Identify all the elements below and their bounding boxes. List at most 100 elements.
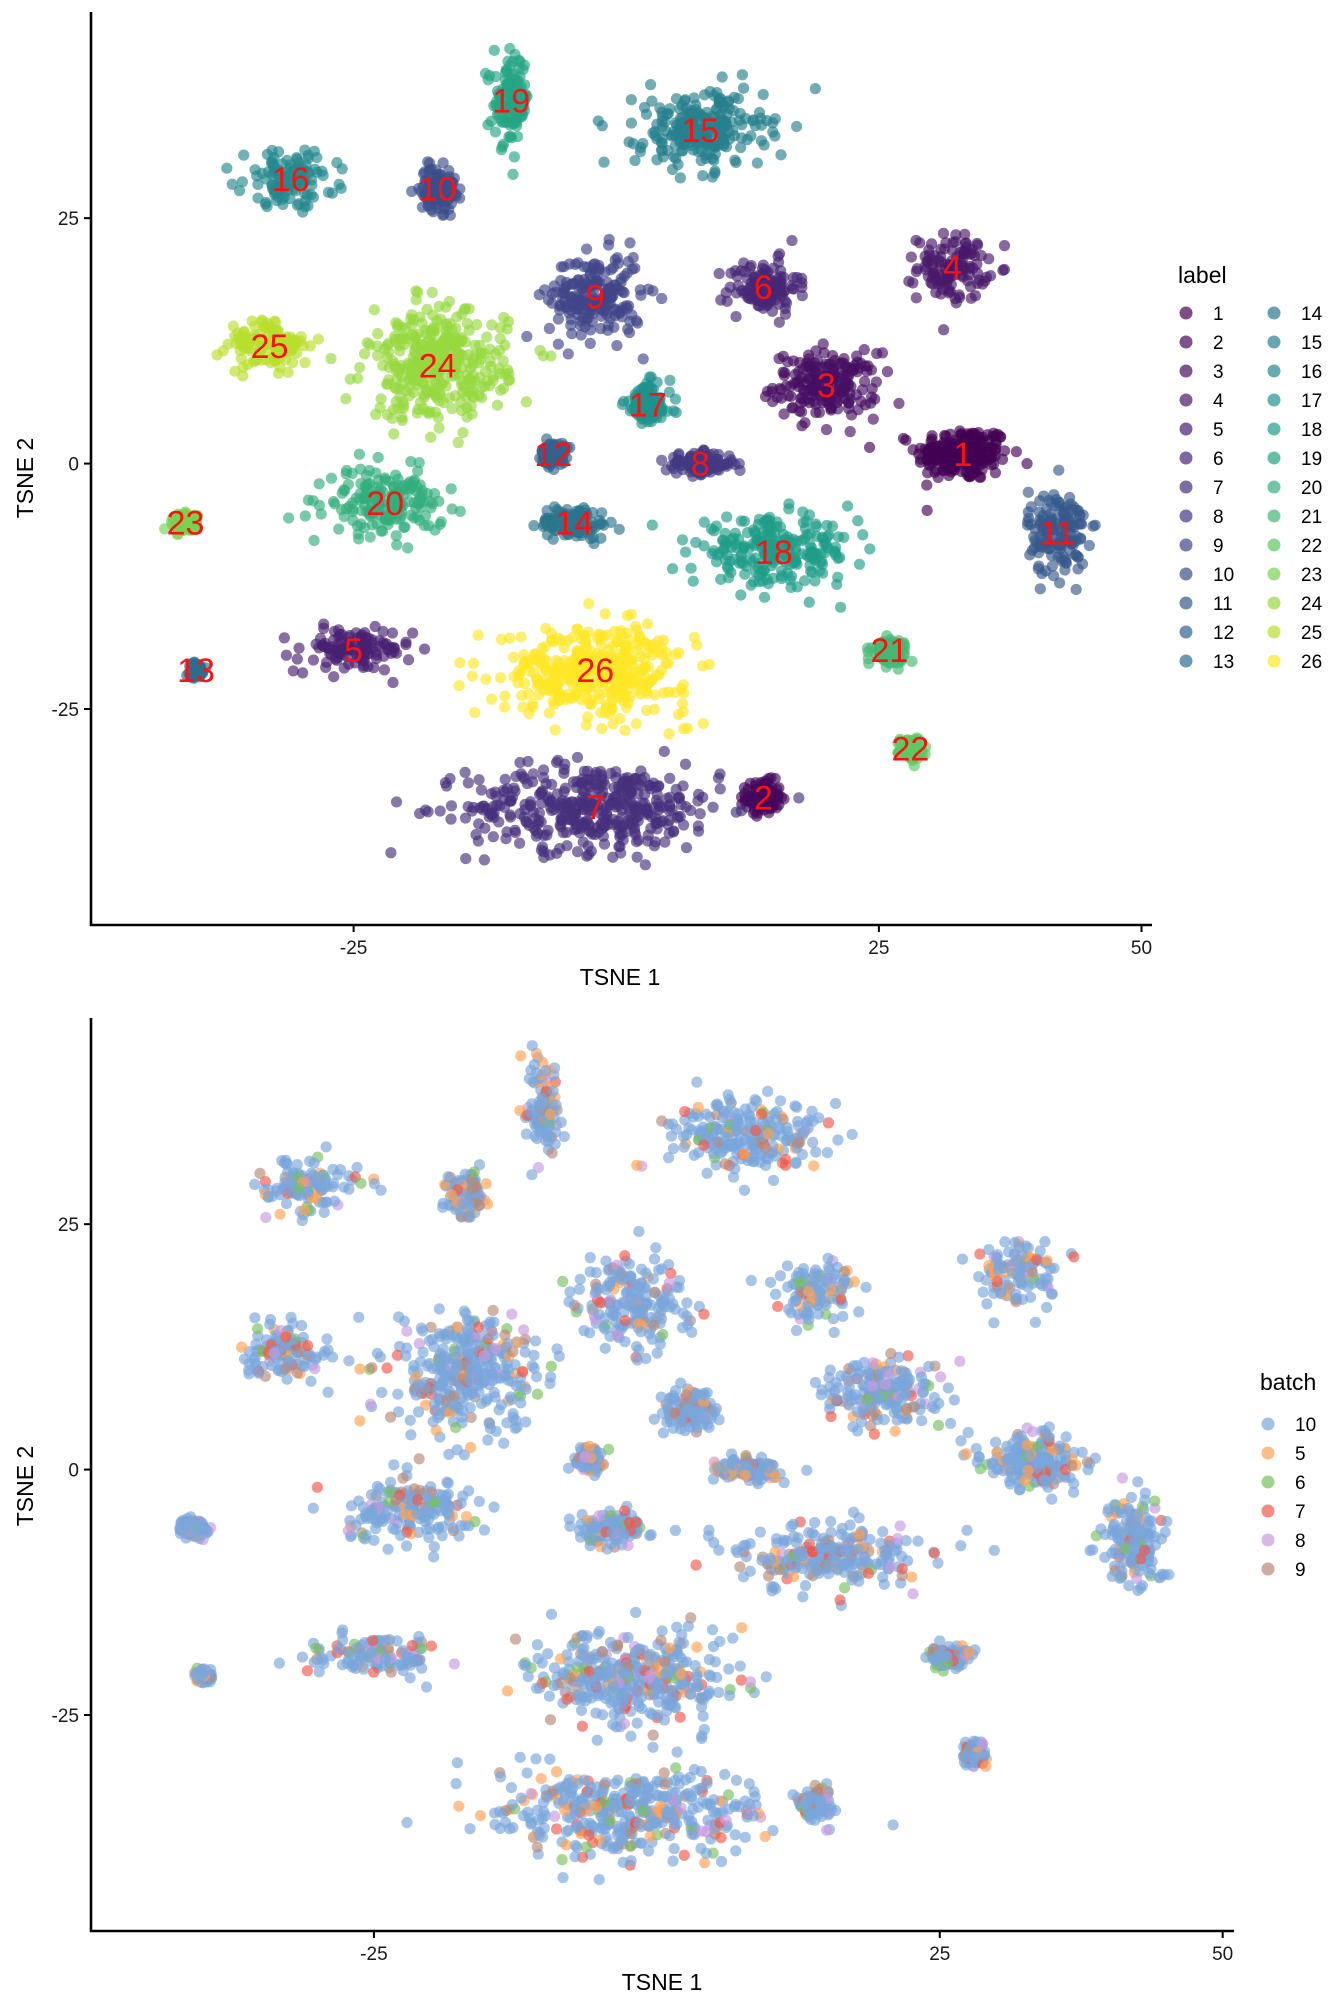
data-point [555,274,567,287]
data-point [567,810,579,822]
data-point [499,701,511,713]
data-point [699,89,711,101]
legend-key [1267,654,1281,668]
data-point [578,631,591,643]
data-point [796,277,808,289]
legend-label: 9 [1213,536,1224,557]
data-point [803,596,815,608]
legend-label: 13 [1213,652,1234,673]
data-point [960,466,972,478]
data-point [735,132,748,144]
data-point [720,117,732,130]
data-point [582,849,595,861]
data-point [1024,549,1036,561]
data-point [444,209,456,221]
legend-label: 12 [1213,623,1234,644]
data-point [595,769,608,781]
data-point [750,281,762,293]
data-point [954,246,966,258]
legend-key [1179,567,1193,581]
y-tick-label: 0 [68,455,79,476]
data-point [692,825,705,837]
legend-key [1267,364,1281,378]
data-point [352,372,364,384]
data-point [655,816,667,828]
data-point [775,278,787,290]
data-point [837,386,850,398]
data-point [354,488,366,500]
data-point [318,618,330,630]
data-point [425,431,437,443]
data-point [508,651,520,663]
data-point [940,430,952,442]
data-point [307,654,320,666]
data-point [797,506,809,518]
data-point [794,356,806,369]
scatter-points [174,1040,1175,1886]
data-point [511,130,524,143]
data-point [646,519,658,531]
data-point [329,653,342,665]
data-point [828,369,840,382]
data-point [392,402,404,415]
legend-label: 1 [1213,304,1224,325]
data-point [338,662,350,674]
legend-title: label [1178,262,1227,288]
data-point [528,520,540,532]
data-point [984,270,997,282]
data-point [452,437,464,449]
data-point [767,117,779,129]
data-point [456,379,468,391]
data-point [960,1448,972,1460]
data-point [943,284,955,296]
data-point [509,826,522,839]
data-point [735,805,747,817]
legend-label: 22 [1301,536,1322,557]
data-point [858,344,870,356]
legend-label: 14 [1301,304,1323,325]
data-point [390,365,403,377]
data-point [847,364,860,376]
data-point [480,673,492,685]
cluster-label: 25 [251,328,289,366]
cluster-label: 24 [419,347,457,385]
legend-label: 19 [1301,449,1322,470]
cluster-label: 8 [691,446,710,484]
cluster-label: 10 [419,171,457,209]
data-point [735,556,748,568]
data-point [1040,565,1052,577]
data-point [998,240,1011,252]
cluster-label: 2 [754,779,773,817]
data-point [611,819,624,831]
data-point [364,531,376,543]
legend-label: 10 [1213,565,1234,586]
legend-key [1179,625,1193,639]
x-tick-label: -25 [340,938,367,959]
scatter-points [159,42,1101,871]
data-point [863,441,876,454]
data-point [313,642,325,654]
data-point [796,290,808,302]
data-point [900,434,912,446]
data-point [1027,1425,1039,1438]
legend-label: 2 [1213,333,1224,354]
cluster-label: 15 [681,112,719,150]
data-point [340,468,352,480]
data-point [467,801,479,814]
data-point [758,289,770,302]
data-point [456,404,468,417]
data-point [541,529,554,541]
cluster-label: 18 [755,534,793,572]
data-point [469,706,481,719]
data-point [925,238,938,250]
legend-key [1267,596,1281,610]
data-point [948,455,960,467]
data-point [656,106,668,118]
data-point [366,642,378,654]
data-point [722,96,734,108]
data-point [998,445,1011,457]
data-point [764,521,776,534]
data-point [1053,464,1065,476]
data-point [333,523,345,535]
data-point [432,411,444,424]
